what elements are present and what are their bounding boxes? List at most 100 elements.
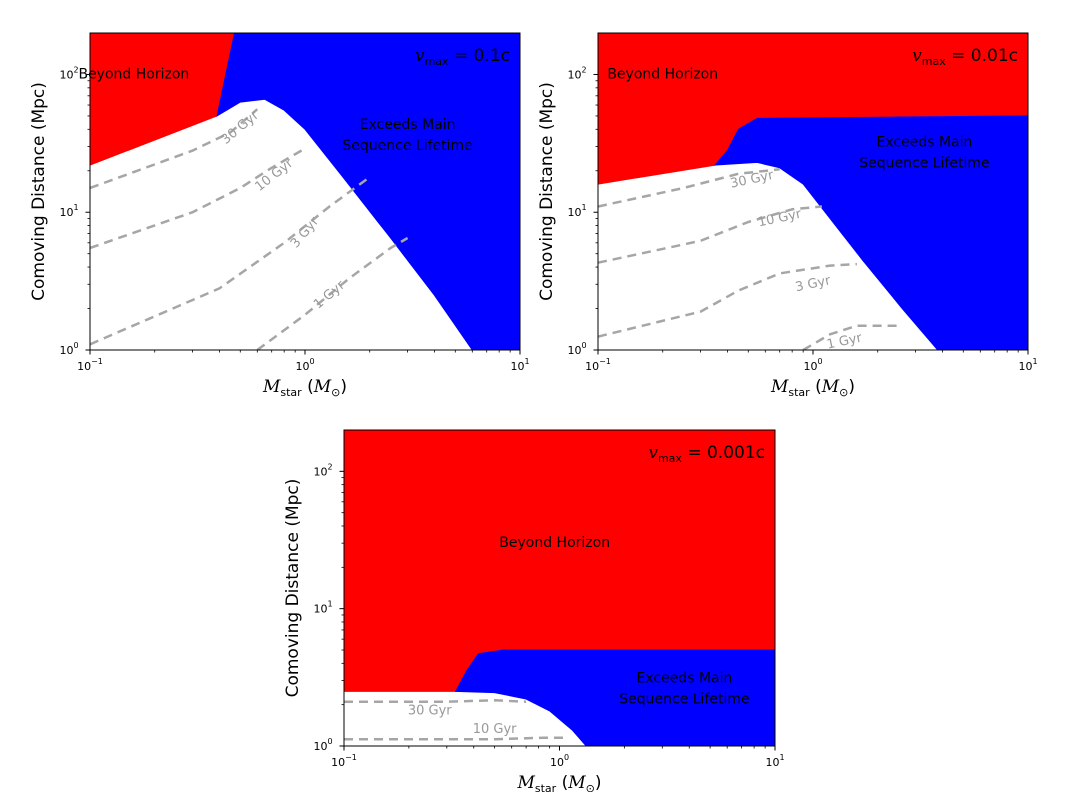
vmax-rest: = 0.1c — [449, 46, 510, 66]
contour-line-3-gyr — [90, 176, 371, 346]
y-axis-label: Comoving Distance (Mpc) — [29, 82, 49, 301]
xlabel-sub: star — [535, 782, 557, 792]
y-axis-label: Comoving Distance (Mpc) — [283, 479, 303, 698]
vmax-sub: max — [922, 55, 946, 68]
x-axis-label: Mstar (M⊙) — [770, 377, 855, 399]
tick-base: 10 — [77, 360, 91, 373]
region-label: Beyond Horizon — [78, 66, 189, 82]
region-label: Exceeds Main — [637, 671, 733, 687]
xlabel-paren: ( — [556, 773, 568, 792]
tick-base: 10 — [59, 68, 73, 81]
tick-exp: 0 — [327, 737, 332, 746]
region-label: Sequence Lifetime — [619, 692, 749, 708]
contour-line-1-gyr — [802, 324, 899, 350]
contour-label: 30 Gyr — [408, 703, 452, 718]
x-axis-label: Mstar (M⊙) — [262, 377, 347, 399]
panel-3: 30 Gyr 10 Gyr Beyond Horizon Exceeds Main Se… — [283, 429, 785, 795]
tick-base: 10 — [585, 360, 599, 373]
tick-base: 10 — [313, 740, 327, 753]
tick-base: 10 — [510, 360, 524, 373]
xlabel-unit-sub: ⊙ — [586, 782, 595, 792]
vmax-var: v — [415, 46, 425, 66]
tick-exp: 0 — [581, 341, 586, 350]
vmax-label: vmax = 0.1c — [415, 46, 510, 68]
tick-base: 10 — [59, 344, 73, 357]
xlabel-var: M — [262, 377, 281, 397]
vmax-rest: = 0.001c — [682, 443, 765, 463]
y-tick-label: 100 — [567, 341, 586, 357]
xlabel-var: M — [770, 377, 789, 397]
contour-line-3-gyr — [598, 262, 857, 338]
x-tick-label: 101 — [510, 357, 529, 373]
tick-exp: 0 — [309, 357, 314, 366]
tick-exp: 2 — [327, 462, 332, 471]
region-label: Sequence Lifetime — [859, 155, 989, 171]
vmax-sub: max — [658, 452, 682, 465]
region-exceeds-main-sequence-lifetime — [713, 115, 1028, 350]
xlabel-paren: ( — [810, 377, 822, 397]
tick-base: 10 — [567, 68, 581, 81]
tick-base: 10 — [295, 360, 309, 373]
tick-exp: 0 — [564, 753, 569, 762]
tick-exp: 1 — [524, 357, 529, 366]
xlabel-sub: star — [788, 386, 810, 399]
xlabel-paren-close: ) — [848, 377, 855, 397]
x-tick-label: 101 — [1018, 357, 1037, 373]
y-axis-label: Comoving Distance (Mpc) — [537, 82, 557, 301]
y-tick-label: 100 — [313, 737, 332, 753]
vmax-sub: max — [425, 55, 449, 68]
x-axis-label: Mstar (M⊙) — [516, 773, 601, 792]
tick-exp: 1 — [327, 600, 332, 609]
tick-base: 10 — [59, 206, 73, 219]
xlabel-paren-close: ) — [340, 377, 347, 397]
xlabel-paren: ( — [302, 377, 314, 397]
contour-label: 1 Gyr — [825, 330, 863, 352]
tick-base: 10 — [567, 344, 581, 357]
xlabel-sub: star — [280, 386, 302, 399]
tick-base: 10 — [331, 756, 345, 769]
xlabel-unit: M — [313, 377, 332, 397]
tick-base: 10 — [803, 360, 817, 373]
vmax-label: vmax = 0.01c — [912, 46, 1018, 68]
vmax-var: v — [648, 443, 658, 463]
y-tick-label: 101 — [313, 600, 332, 616]
tick-exp: 2 — [581, 65, 586, 74]
region-exceeds-main-sequence-lifetime — [454, 649, 775, 746]
vmax-rest: = 0.01c — [946, 46, 1018, 66]
region-exceeds-main-sequence-lifetime — [216, 33, 520, 350]
contour-label: 3 Gyr — [794, 273, 832, 295]
x-tick-label: 10−1 — [77, 357, 103, 373]
xlabel-unit-sub: ⊙ — [839, 386, 848, 399]
tick-exp: 1 — [779, 753, 784, 762]
y-tick-label: 102 — [567, 65, 586, 81]
x-tick-label: 100 — [550, 753, 569, 769]
contour-line-30-gyr — [90, 108, 259, 190]
tick-base: 10 — [1018, 360, 1032, 373]
tick-base: 10 — [765, 756, 779, 769]
x-tick-label: 100 — [803, 357, 822, 373]
tick-exp: −1 — [91, 357, 103, 366]
y-tick-label: 101 — [567, 203, 586, 219]
xlabel-unit: M — [821, 377, 840, 397]
tick-exp: −1 — [599, 357, 611, 366]
plot-content — [344, 430, 775, 746]
y-tick-label: 101 — [59, 203, 78, 219]
vmax-var: v — [912, 46, 922, 66]
tick-exp: 2 — [73, 65, 78, 74]
region-label: Sequence Lifetime — [342, 138, 472, 154]
y-tick-label: 102 — [313, 462, 332, 478]
tick-base: 10 — [550, 756, 564, 769]
tick-base: 10 — [567, 206, 581, 219]
x-tick-label: 10−1 — [585, 357, 611, 373]
region-label: Exceeds Main — [360, 117, 456, 133]
contour-label: 10 Gyr — [473, 722, 517, 737]
plot-content — [598, 33, 1028, 350]
tick-base: 10 — [313, 465, 327, 478]
contour-line-10-gyr — [344, 736, 565, 741]
region-label: Beyond Horizon — [499, 535, 610, 551]
xlabel-var: M — [516, 773, 535, 792]
vmax-label: vmax = 0.001c — [648, 443, 765, 465]
